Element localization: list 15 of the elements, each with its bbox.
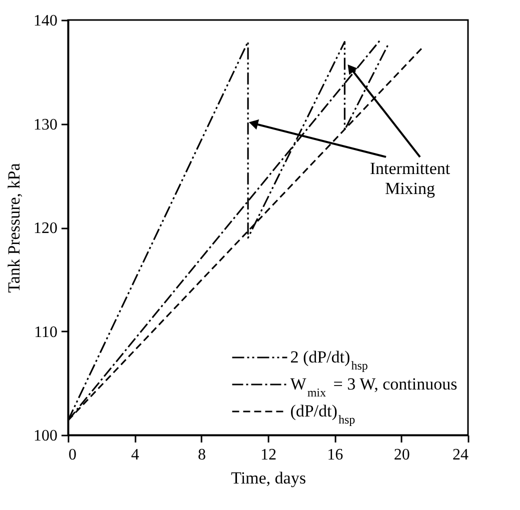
annotation: Intermittent Mixing xyxy=(370,159,450,198)
x-tick-label: 16 xyxy=(327,446,344,464)
x-axis-title: Time, days xyxy=(231,468,306,488)
x-tick-label: 24 xyxy=(452,446,468,464)
y-axis-title: Tank Pressure, kPa xyxy=(4,162,24,293)
y-tick-label: 100 xyxy=(34,428,58,444)
x-tick-label: 8 xyxy=(198,446,206,464)
x-tick-label: 20 xyxy=(394,446,410,464)
x-tick-label: 0 xyxy=(68,446,76,464)
y-tick-label: 120 xyxy=(34,220,58,237)
x-tick-label: 4 xyxy=(131,446,140,464)
y-tick-label: 130 xyxy=(34,116,58,134)
x-tick-label: 12 xyxy=(260,446,276,464)
y-tick-label: 140 xyxy=(34,12,58,30)
y-tick-label: 110 xyxy=(34,324,58,341)
